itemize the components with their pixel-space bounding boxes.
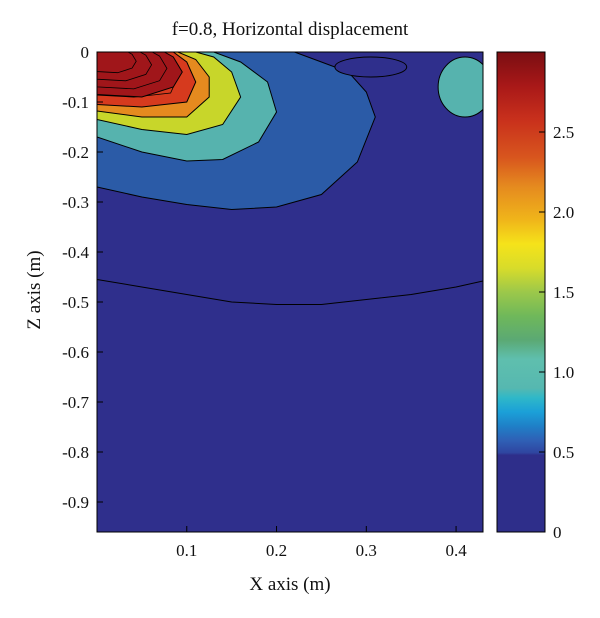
colorbar-tick-label: 1.5 xyxy=(553,283,574,302)
colorbar-tick-label: 2.0 xyxy=(553,203,574,222)
x-tick-label: 0.2 xyxy=(266,541,287,560)
y-tick-label: -0.1 xyxy=(62,93,89,112)
colorbar-ticks: 0 0.5 1.0 1.5 2.0 2.5 xyxy=(539,123,574,542)
y-tick-label: -0.4 xyxy=(62,243,89,262)
contour-line-6-3 xyxy=(97,52,137,74)
y-tick-label: -0.7 xyxy=(62,393,89,412)
y-tick-label: -0.2 xyxy=(62,143,89,162)
chart-title: f=0.8, Horizontal displacement xyxy=(172,19,409,40)
contour-line-6-1 xyxy=(97,52,168,90)
y-tick-label: -0.5 xyxy=(62,293,89,312)
contour-pocket-0 xyxy=(334,56,408,78)
y-tick-label: -0.8 xyxy=(62,443,89,462)
x-axis-label: X axis (m) xyxy=(249,574,330,595)
x-tick-label: 0.1 xyxy=(176,541,197,560)
x-tick-label: 0.4 xyxy=(445,541,467,560)
y-axis-ticks: 0 -0.1 -0.2 -0.3 -0.4 -0.5 -0.6 -0.7 -0.8 -0.9 xyxy=(62,43,103,512)
colorbar-tick-label: 0.5 xyxy=(553,443,574,462)
plot-area xyxy=(97,52,483,532)
plot-frame xyxy=(96,51,484,533)
colorbar-tick-label: 1.0 xyxy=(553,363,574,382)
y-tick-label: 0 xyxy=(81,43,90,62)
contour-region-6 xyxy=(97,52,183,98)
contour-pocket-1 xyxy=(437,56,483,118)
x-axis-ticks: 0.1 0.2 0.3 0.4 xyxy=(176,526,467,560)
y-tick-label: -0.9 xyxy=(62,493,89,512)
colorbar xyxy=(496,51,546,533)
y-tick-label: -0.3 xyxy=(62,193,89,212)
x-tick-label: 0.3 xyxy=(356,541,377,560)
contour-line-6-2 xyxy=(97,52,153,82)
y-axis-label: Z axis (m) xyxy=(24,250,45,329)
colorbar-gradient xyxy=(496,51,546,533)
colorbar-tick-label: 2.5 xyxy=(553,123,574,142)
y-tick-label: -0.6 xyxy=(62,343,89,362)
colorbar-tick-label: 0 xyxy=(553,523,562,542)
